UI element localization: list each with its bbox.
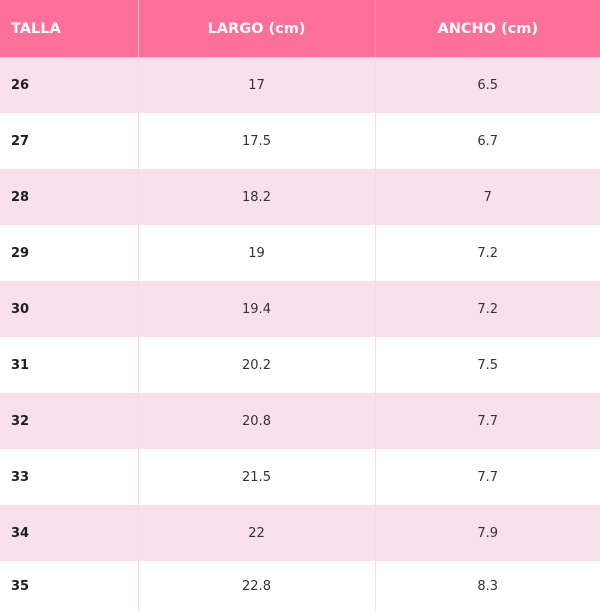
header-largo: LARGO (cm) [137,0,375,57]
cell-talla: 35 [11,578,30,594]
cell-talla: 26 [11,77,30,93]
cell-largo: 17.5 [137,113,375,169]
table-row: 35 22.8 8.3 [0,561,600,611]
cell-talla: 28 [11,189,30,205]
cell-ancho: 6.5 [374,57,600,113]
table-row: 34 22 7.9 [0,505,600,561]
cell-ancho: 6.7 [374,113,600,169]
cell-ancho: 7.2 [374,225,600,281]
cell-largo: 22 [137,505,375,561]
cell-largo: 22.8 [137,561,375,611]
header-talla: TALLA [11,20,61,37]
cell-talla: 30 [11,301,30,317]
table-header: TALLA LARGO (cm) ANCHO (cm) [0,0,600,57]
table-row: 29 19 7.2 [0,225,600,281]
cell-ancho: 7.5 [374,337,600,393]
cell-talla: 32 [11,413,30,429]
cell-largo: 20.8 [137,393,375,449]
cell-talla: 34 [11,525,30,541]
table-row: 33 21.5 7.7 [0,449,600,505]
header-row: TALLA LARGO (cm) ANCHO (cm) [0,0,600,57]
cell-largo: 18.2 [137,169,375,225]
cell-ancho: 7.7 [374,449,600,505]
cell-talla: 27 [11,133,30,149]
cell-ancho: 7 [374,169,600,225]
cell-talla: 29 [11,245,30,261]
cell-largo: 17 [137,57,375,113]
table-row: 32 20.8 7.7 [0,393,600,449]
cell-ancho: 7.9 [374,505,600,561]
cell-largo: 19.4 [137,281,375,337]
cell-talla: 31 [11,357,30,373]
cell-largo: 20.2 [137,337,375,393]
cell-ancho: 8.3 [374,561,600,611]
cell-ancho: 7.2 [374,281,600,337]
table-row: 28 18.2 7 [0,169,600,225]
cell-talla: 33 [11,469,30,485]
cell-largo: 21.5 [137,449,375,505]
table-row: 30 19.4 7.2 [0,281,600,337]
table-row: 27 17.5 6.7 [0,113,600,169]
header-ancho: ANCHO (cm) [374,0,600,57]
table-body: 26 17 6.5 27 17.5 6.7 28 18.2 7 29 19 7.… [0,57,600,611]
table-row: 31 20.2 7.5 [0,337,600,393]
table-row: 26 17 6.5 [0,57,600,113]
cell-largo: 19 [137,225,375,281]
cell-ancho: 7.7 [374,393,600,449]
